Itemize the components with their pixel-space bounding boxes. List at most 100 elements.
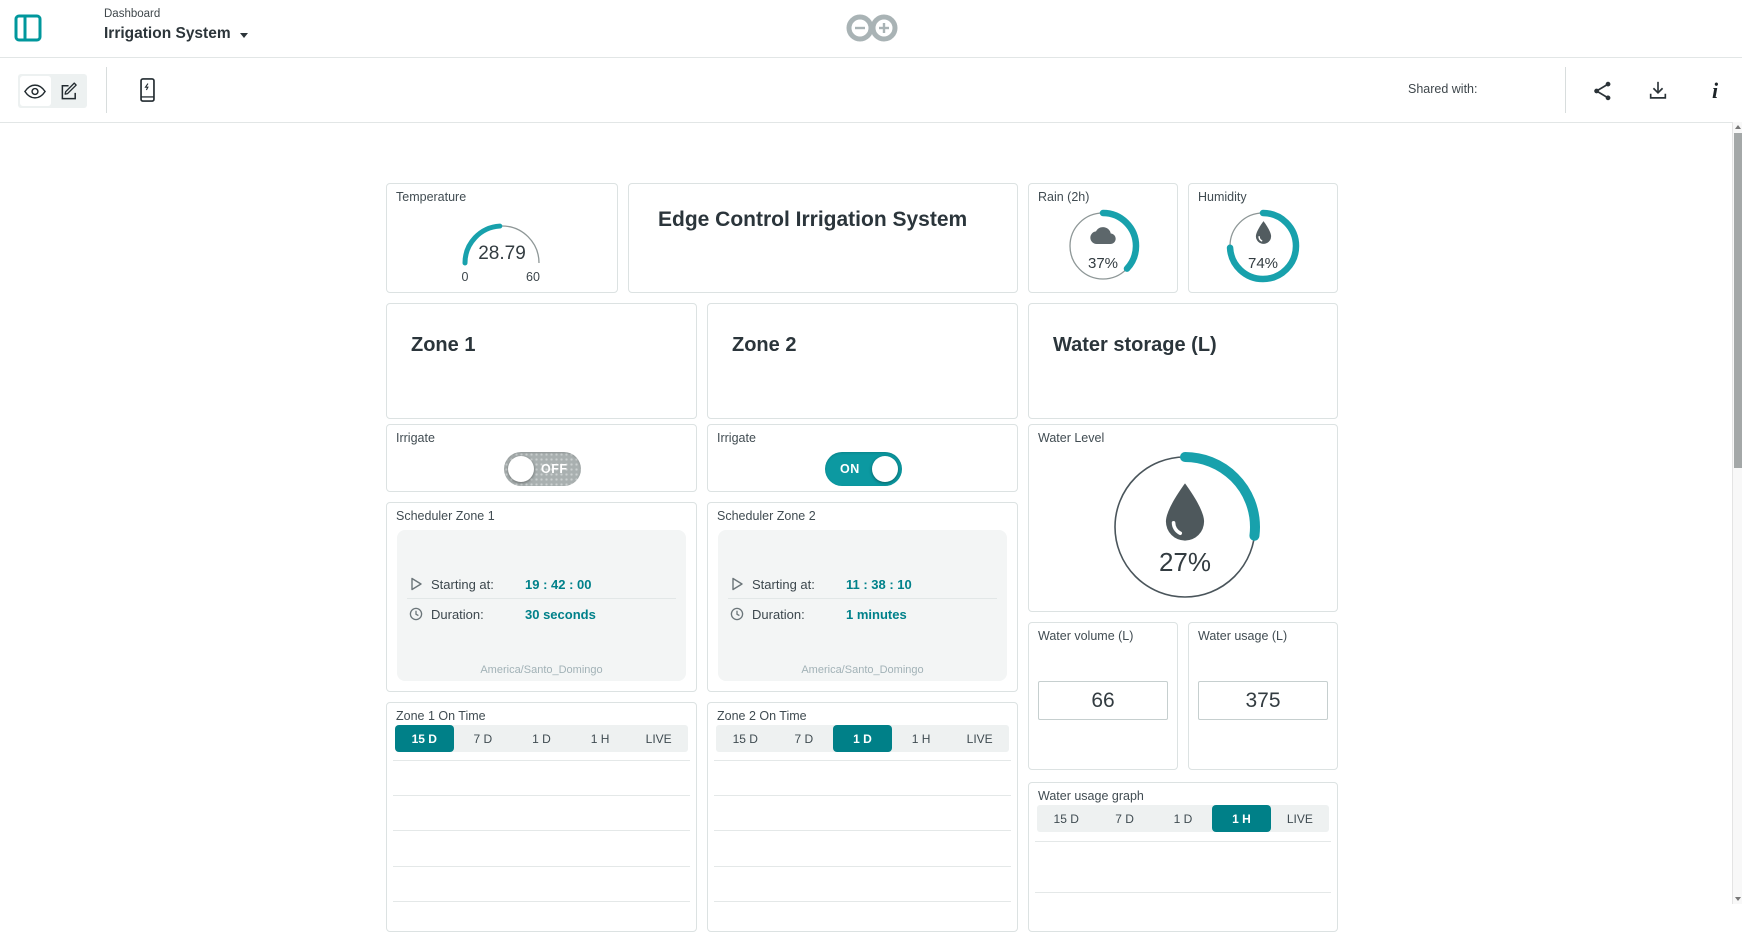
play-icon bbox=[732, 577, 743, 591]
sidebar-toggle-icon[interactable] bbox=[14, 14, 42, 42]
app-header: Dashboard Irrigation System bbox=[0, 0, 1742, 58]
edit-mode-button[interactable] bbox=[55, 76, 86, 106]
range-1h[interactable]: 1 H bbox=[1212, 805, 1271, 832]
chart-gridline bbox=[714, 760, 1011, 761]
toggle-state-label: ON bbox=[840, 462, 860, 476]
chart-gridline bbox=[714, 830, 1011, 831]
range-15d[interactable]: 15 D bbox=[395, 725, 454, 752]
duration-label: Duration: bbox=[752, 606, 805, 622]
water-level-value: 27% bbox=[1158, 547, 1212, 577]
water-usage-value: 375 bbox=[1198, 681, 1328, 720]
arduino-logo bbox=[843, 11, 901, 50]
dashboard-toolbar: Shared with: i bbox=[0, 58, 1742, 123]
scrollbar-thumb[interactable] bbox=[1734, 133, 1742, 468]
humidity-value: 74% bbox=[1247, 255, 1279, 272]
arrow-up-icon bbox=[1734, 125, 1741, 129]
clock-icon bbox=[409, 607, 423, 621]
start-time-value: 19 : 42 : 00 bbox=[525, 576, 592, 592]
mobile-icon bbox=[139, 78, 155, 102]
droplet-icon bbox=[1255, 221, 1272, 244]
temperature-gauge bbox=[462, 223, 542, 266]
chart-gridline bbox=[714, 901, 1011, 902]
range-7d[interactable]: 7 D bbox=[473, 731, 493, 746]
widget-title: Scheduler Zone 1 bbox=[396, 509, 495, 523]
eye-icon bbox=[24, 83, 47, 99]
humidity-gauge bbox=[1226, 209, 1300, 283]
chart-gridline bbox=[1035, 841, 1331, 842]
water-storage-header-widget: Water storage (L) bbox=[1028, 303, 1338, 419]
widget-title: Water Level bbox=[1038, 431, 1105, 445]
irrigate-zone1-toggle[interactable]: OFF bbox=[504, 452, 581, 486]
timezone-label: America/Santo_Domingo bbox=[480, 664, 603, 676]
range-live[interactable]: LIVE bbox=[1286, 811, 1313, 826]
time-range-selector: 15 D 7 D 1 D 1 H LIVE bbox=[395, 725, 688, 752]
start-label: Starting at: bbox=[431, 576, 494, 592]
zone1-heading: Zone 1 bbox=[411, 334, 476, 356]
widget-title: Humidity bbox=[1198, 190, 1247, 204]
row-divider bbox=[407, 598, 676, 599]
duration-label: Duration: bbox=[431, 606, 484, 622]
timezone-label: America/Santo_Domingo bbox=[801, 664, 924, 676]
scheduler-panel: Starting at: 19 : 42 : 00 Duration: 30 s… bbox=[397, 530, 686, 681]
scheduler-start-row: Starting at: 11 : 38 : 10 bbox=[730, 570, 995, 598]
scheduler-duration-row: Duration: 1 minutes bbox=[730, 600, 995, 628]
range-15d[interactable]: 15 D bbox=[1053, 811, 1079, 826]
row-divider bbox=[728, 598, 997, 599]
irrigate-zone2-toggle[interactable]: ON bbox=[825, 452, 902, 486]
range-1h[interactable]: 1 H bbox=[911, 731, 931, 746]
chart-gridline bbox=[393, 760, 690, 761]
range-15d[interactable]: 15 D bbox=[732, 731, 758, 746]
toggle-knob bbox=[872, 456, 898, 482]
droplet-icon bbox=[1165, 483, 1205, 541]
cloud-icon bbox=[1090, 227, 1116, 244]
scheduler-panel: Starting at: 11 : 38 : 10 Duration: 1 mi… bbox=[718, 530, 1007, 681]
range-1d[interactable]: 1 D bbox=[1173, 811, 1193, 826]
widget-title: Water usage graph bbox=[1038, 789, 1144, 803]
widget-title: Water volume (L) bbox=[1038, 629, 1134, 643]
range-live[interactable]: LIVE bbox=[966, 731, 993, 746]
widget-title: Scheduler Zone 2 bbox=[717, 509, 816, 523]
info-icon: i bbox=[1711, 78, 1719, 103]
vertical-scrollbar bbox=[1732, 122, 1742, 904]
widget-title: Irrigate bbox=[396, 431, 435, 445]
toggle-state-label: OFF bbox=[541, 462, 568, 476]
view-mode-button[interactable] bbox=[20, 76, 51, 106]
widget-title: Temperature bbox=[396, 190, 467, 204]
rain-value: 37% bbox=[1087, 255, 1119, 272]
range-7d[interactable]: 7 D bbox=[1115, 811, 1134, 826]
range-1h[interactable]: 1 H bbox=[590, 731, 610, 746]
scheduler-zone2-widget: Scheduler Zone 2 Starting at: 11 : 38 : … bbox=[707, 502, 1018, 692]
zone2-heading: Zone 2 bbox=[732, 334, 797, 356]
share-button[interactable] bbox=[1588, 76, 1618, 106]
gauge-min-label: 0 bbox=[461, 270, 469, 284]
toggle-knob bbox=[508, 456, 534, 482]
widget-title: Irrigate bbox=[717, 431, 756, 445]
temperature-gauge-widget: Temperature 28.79 0 60 bbox=[386, 183, 618, 293]
range-1d[interactable]: 1 D bbox=[833, 725, 892, 752]
zone1-header-widget: Zone 1 bbox=[386, 303, 697, 419]
scrollbar-down-button[interactable] bbox=[1733, 894, 1742, 904]
range-1d[interactable]: 1 D bbox=[532, 731, 551, 746]
clock-icon bbox=[730, 607, 744, 621]
time-range-selector: 15 D 7 D 1 D 1 H LIVE bbox=[1037, 805, 1329, 832]
range-7d[interactable]: 7 D bbox=[794, 731, 814, 746]
duration-value: 30 seconds bbox=[525, 606, 596, 622]
mobile-preview-button[interactable] bbox=[133, 69, 161, 111]
rain-gauge bbox=[1066, 209, 1140, 283]
download-icon bbox=[1649, 81, 1667, 99]
scheduler-zone1-widget: Scheduler Zone 1 Starting at: 19 : 42 : … bbox=[386, 502, 697, 692]
temperature-value: 28.79 bbox=[478, 243, 526, 264]
zone2-on-time-chart-widget: Zone 2 On Time 15 D 7 D 1 D 1 H LIVE bbox=[707, 702, 1018, 932]
water-volume-widget: Water volume (L) 66 bbox=[1028, 622, 1178, 770]
chart-gridline bbox=[393, 866, 690, 867]
dashboard-title-dropdown[interactable]: Irrigation System bbox=[104, 25, 248, 43]
download-button[interactable] bbox=[1643, 76, 1673, 106]
scrollbar-up-button[interactable] bbox=[1733, 122, 1742, 132]
title-card-widget: Edge Control Irrigation System bbox=[628, 183, 1018, 293]
chart-gridline bbox=[393, 795, 690, 796]
info-button[interactable]: i bbox=[1700, 76, 1730, 106]
chart-gridline bbox=[1035, 892, 1331, 893]
arrow-down-icon bbox=[1734, 897, 1741, 901]
range-live[interactable]: LIVE bbox=[645, 731, 672, 746]
scheduler-duration-row: Duration: 30 seconds bbox=[409, 600, 674, 628]
